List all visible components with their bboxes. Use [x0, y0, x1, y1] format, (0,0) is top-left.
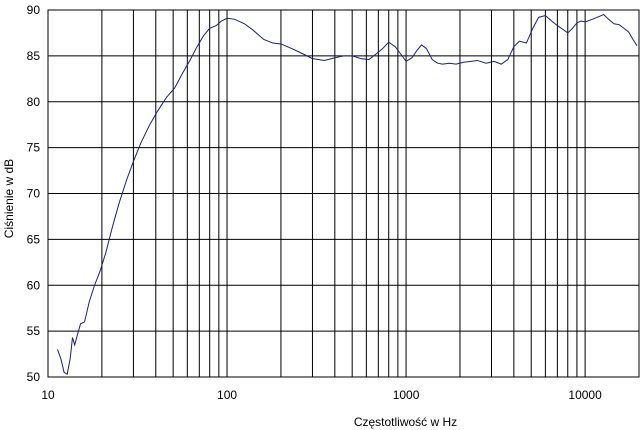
series-line [57, 14, 638, 376]
x-axis-label: Częstotliwość w Hz [354, 415, 457, 429]
y-tick-label-55: 55 [27, 324, 41, 338]
y-tick-label-60: 60 [27, 278, 41, 292]
plot-area-border [47, 9, 640, 378]
x-tick-label-1000: 1000 [393, 388, 420, 402]
y-tick-label-85: 85 [27, 49, 41, 63]
horizontal-gridlines [48, 9, 639, 378]
y-tick-label-50: 50 [27, 370, 41, 384]
y-tick-label-90: 90 [27, 3, 41, 17]
y-axis-label: Ciśnienie w dB [2, 159, 16, 238]
y-tick-label-80: 80 [27, 95, 41, 109]
x-tick-labels: 10 100 1000 10000 [41, 388, 602, 402]
x-tick-label-10000: 10000 [568, 388, 602, 402]
x-tick-label-10: 10 [41, 388, 55, 402]
y-tick-label-75: 75 [27, 141, 41, 155]
y-tick-labels: 50 55 60 65 70 75 80 85 90 [27, 3, 41, 384]
x-tick-label-100: 100 [217, 388, 237, 402]
y-tick-label-70: 70 [27, 187, 41, 201]
y-tick-label-65: 65 [27, 232, 41, 246]
